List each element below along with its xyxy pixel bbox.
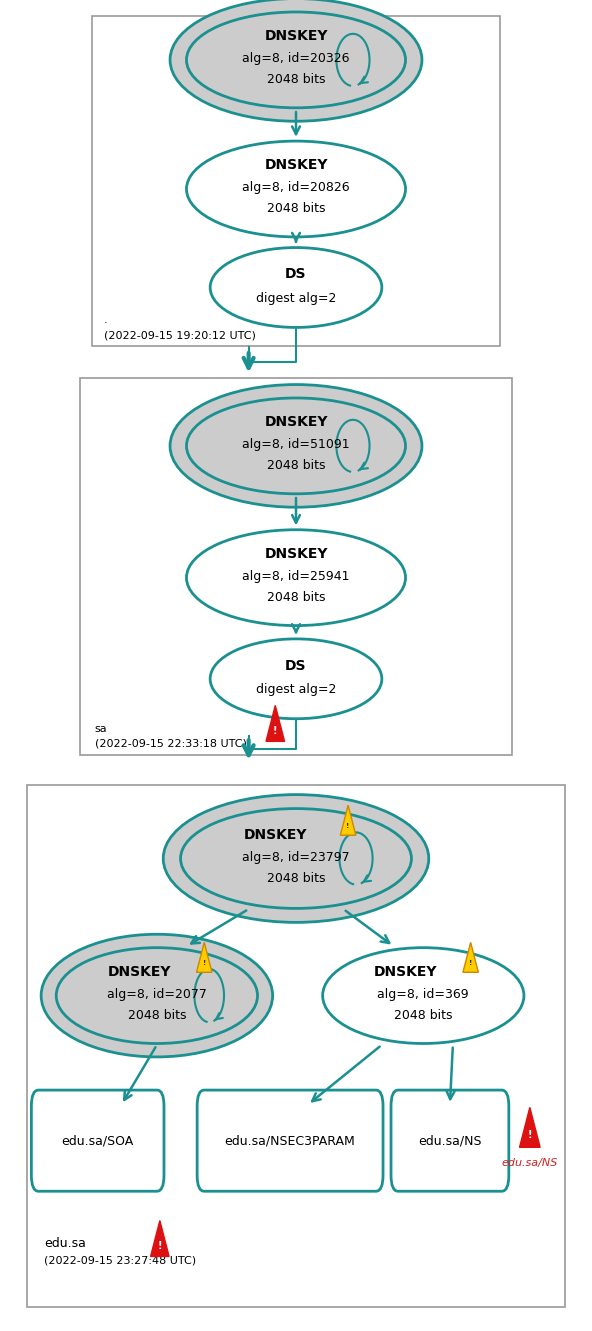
Text: digest alg=2: digest alg=2 xyxy=(256,683,336,696)
Text: DNSKEY: DNSKEY xyxy=(243,828,307,841)
Ellipse shape xyxy=(170,385,422,507)
FancyBboxPatch shape xyxy=(197,1090,383,1191)
Text: edu.sa/NS: edu.sa/NS xyxy=(418,1134,482,1147)
Text: alg=8, id=25941: alg=8, id=25941 xyxy=(242,570,350,583)
Text: DNSKEY: DNSKEY xyxy=(107,965,171,978)
Text: digest alg=2: digest alg=2 xyxy=(256,291,336,305)
FancyBboxPatch shape xyxy=(27,785,565,1307)
Text: edu.sa: edu.sa xyxy=(44,1236,86,1250)
Polygon shape xyxy=(463,942,478,972)
Ellipse shape xyxy=(323,948,524,1044)
Text: edu.sa/NS: edu.sa/NS xyxy=(501,1158,558,1169)
Text: 2048 bits: 2048 bits xyxy=(267,459,325,473)
Ellipse shape xyxy=(41,934,272,1057)
Ellipse shape xyxy=(170,0,422,121)
Text: sa: sa xyxy=(95,724,107,735)
FancyBboxPatch shape xyxy=(31,1090,164,1191)
Polygon shape xyxy=(520,1107,540,1147)
Text: DNSKEY: DNSKEY xyxy=(374,965,437,978)
Ellipse shape xyxy=(56,948,258,1044)
Text: edu.sa/SOA: edu.sa/SOA xyxy=(62,1134,134,1147)
FancyBboxPatch shape xyxy=(92,16,500,346)
Text: DNSKEY: DNSKEY xyxy=(264,29,328,43)
Text: !: ! xyxy=(157,1240,162,1251)
Polygon shape xyxy=(340,805,356,836)
Text: .: . xyxy=(104,315,107,326)
Text: 2048 bits: 2048 bits xyxy=(267,73,325,87)
Text: !: ! xyxy=(346,823,350,829)
Text: 2048 bits: 2048 bits xyxy=(267,591,325,604)
Ellipse shape xyxy=(210,639,382,719)
Ellipse shape xyxy=(186,12,406,108)
Polygon shape xyxy=(150,1221,169,1256)
Text: (2022-09-15 22:33:18 UTC): (2022-09-15 22:33:18 UTC) xyxy=(95,739,247,749)
Text: edu.sa/NSEC3PARAM: edu.sa/NSEC3PARAM xyxy=(225,1134,355,1147)
Text: 2048 bits: 2048 bits xyxy=(267,872,325,885)
Text: alg=8, id=369: alg=8, id=369 xyxy=(378,988,469,1001)
Text: alg=8, id=51091: alg=8, id=51091 xyxy=(242,438,350,451)
Text: alg=8, id=23797: alg=8, id=23797 xyxy=(242,851,350,864)
Ellipse shape xyxy=(163,795,429,922)
FancyBboxPatch shape xyxy=(391,1090,509,1191)
Polygon shape xyxy=(266,705,285,741)
Text: !: ! xyxy=(469,960,472,966)
Ellipse shape xyxy=(181,808,411,908)
Text: DS: DS xyxy=(285,659,307,672)
Text: DNSKEY: DNSKEY xyxy=(264,415,328,429)
Polygon shape xyxy=(197,942,212,972)
Ellipse shape xyxy=(186,398,406,494)
Text: DNSKEY: DNSKEY xyxy=(264,547,328,560)
Text: !: ! xyxy=(202,960,206,966)
Text: alg=8, id=2077: alg=8, id=2077 xyxy=(107,988,207,1001)
Text: 2048 bits: 2048 bits xyxy=(394,1009,452,1022)
Ellipse shape xyxy=(186,530,406,626)
Text: (2022-09-15 23:27:48 UTC): (2022-09-15 23:27:48 UTC) xyxy=(44,1255,197,1266)
Text: !: ! xyxy=(273,725,278,736)
Ellipse shape xyxy=(186,141,406,237)
Text: !: ! xyxy=(527,1130,532,1141)
Text: alg=8, id=20326: alg=8, id=20326 xyxy=(242,52,350,65)
Text: (2022-09-15 19:20:12 UTC): (2022-09-15 19:20:12 UTC) xyxy=(104,330,256,341)
FancyBboxPatch shape xyxy=(80,378,512,755)
Text: 2048 bits: 2048 bits xyxy=(267,202,325,216)
Text: DNSKEY: DNSKEY xyxy=(264,158,328,172)
Text: DS: DS xyxy=(285,268,307,281)
Text: 2048 bits: 2048 bits xyxy=(128,1009,186,1022)
Text: alg=8, id=20826: alg=8, id=20826 xyxy=(242,181,350,194)
Ellipse shape xyxy=(210,248,382,327)
